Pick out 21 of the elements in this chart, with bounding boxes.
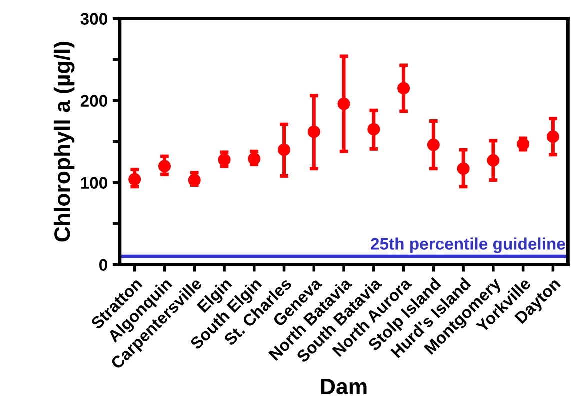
y-axis-title: Chlorophyll a (µg/l) <box>54 42 75 242</box>
point <box>308 126 320 138</box>
x-axis-title: Dam <box>321 379 367 395</box>
point <box>398 82 410 95</box>
point <box>546 130 560 144</box>
y-tick-label: 0 <box>99 259 108 271</box>
y-tick-label: 100 <box>81 177 108 189</box>
point <box>248 152 261 166</box>
ref-line-label: 25th percentile guideline <box>371 238 566 254</box>
point <box>338 98 350 110</box>
point <box>158 160 171 173</box>
point <box>218 154 231 166</box>
y-tick-label: 300 <box>80 13 108 25</box>
point <box>487 154 500 167</box>
point <box>368 123 380 136</box>
point <box>278 144 291 156</box>
y-tick-label: 200 <box>80 95 108 107</box>
point <box>188 174 201 187</box>
point <box>427 138 440 152</box>
point <box>457 162 470 176</box>
point <box>128 173 142 186</box>
